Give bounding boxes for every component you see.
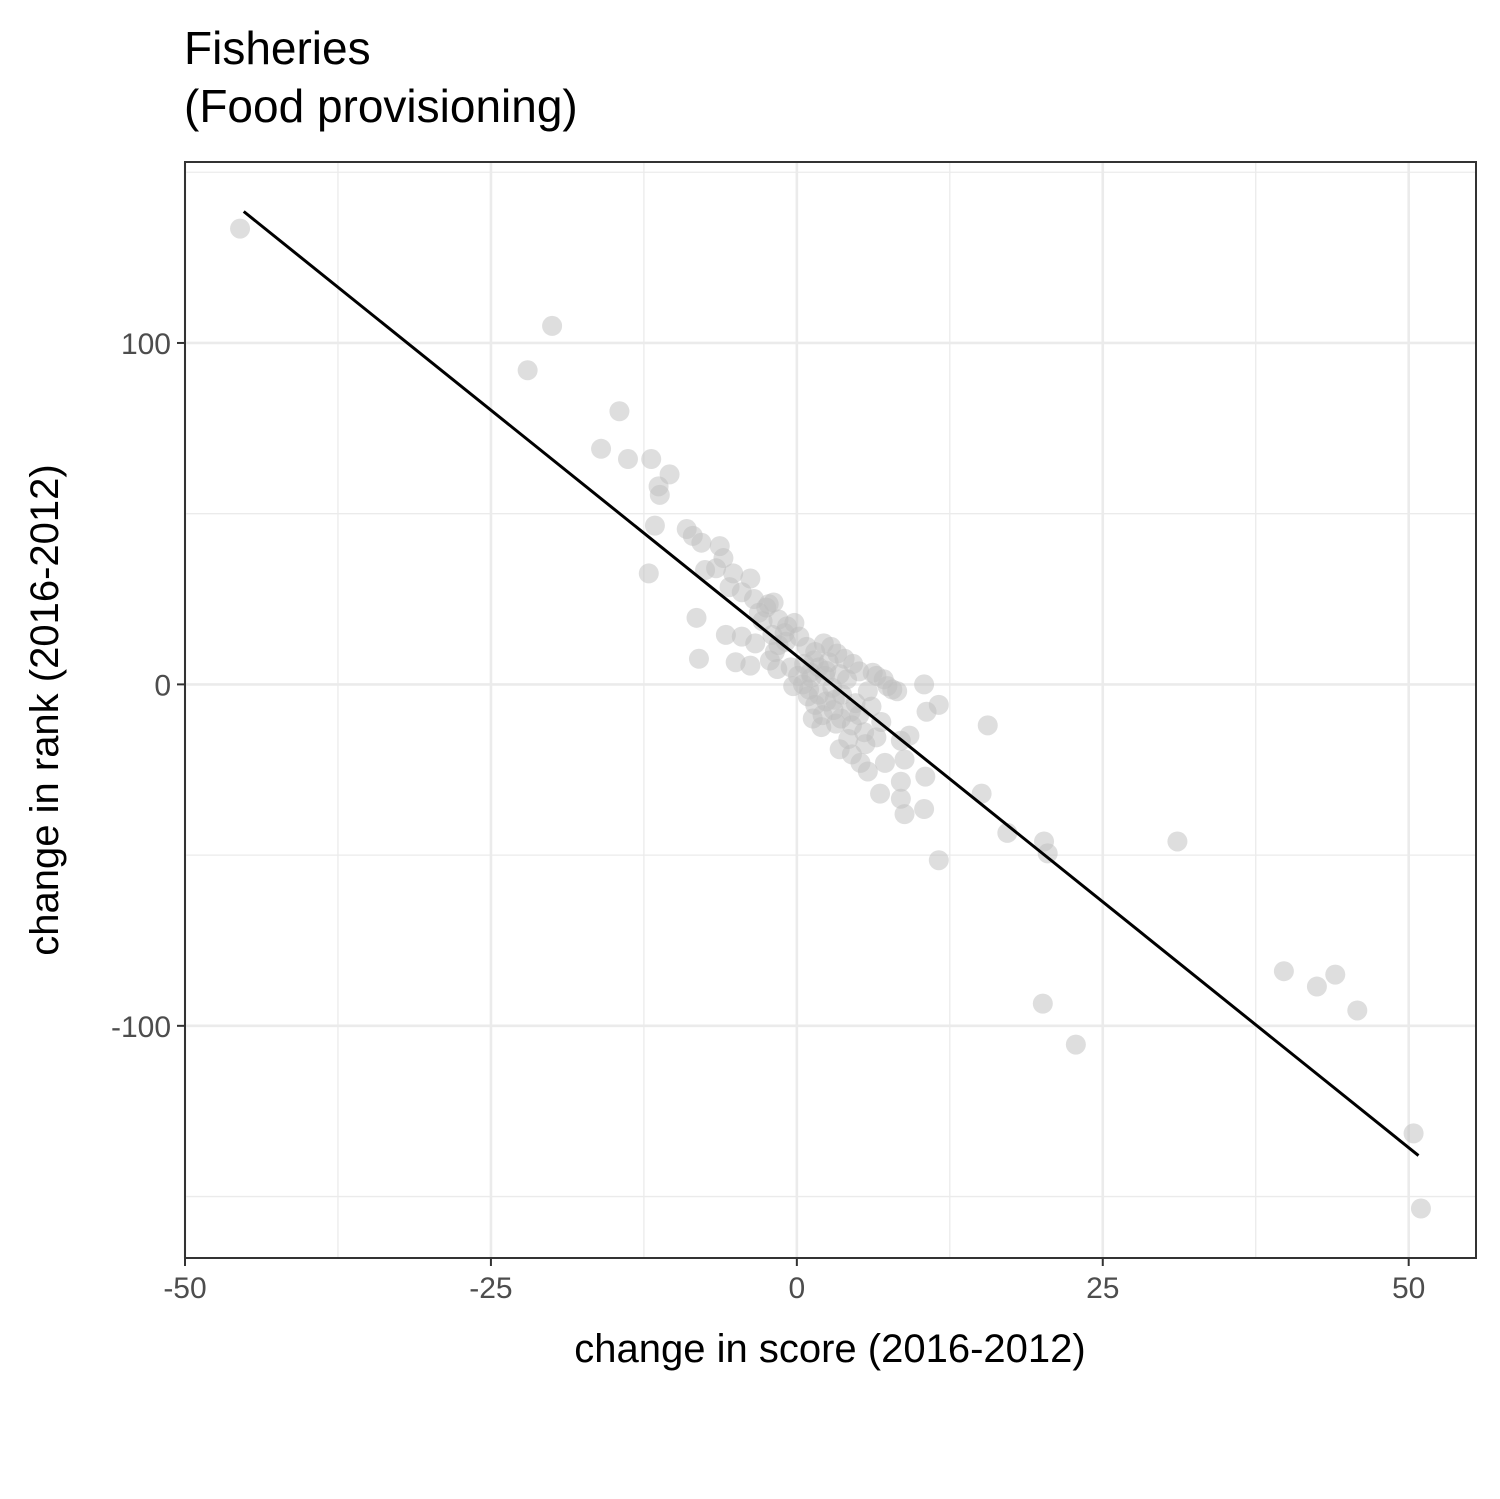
x-tick-label-2: 0 xyxy=(789,1272,806,1305)
data-point-94 xyxy=(1167,831,1188,852)
data-point-40 xyxy=(688,648,709,669)
data-point-6 xyxy=(641,449,662,470)
data-point-3 xyxy=(609,401,630,422)
data-point-93 xyxy=(1037,843,1058,864)
data-point-84 xyxy=(915,766,936,787)
data-point-58 xyxy=(887,681,908,702)
data-point-90 xyxy=(977,715,998,736)
data-point-80 xyxy=(890,771,911,792)
scatter-points xyxy=(230,218,1431,1219)
x-tick-label-0: -50 xyxy=(163,1272,206,1305)
data-point-100 xyxy=(1347,1000,1368,1021)
y-tick-label-2: 100 xyxy=(121,328,171,361)
data-point-73 xyxy=(857,761,878,782)
y-axis-title: change in rank (2016-2012) xyxy=(23,464,67,955)
data-point-108 xyxy=(837,669,858,690)
trend-line xyxy=(242,210,1420,1157)
data-point-8 xyxy=(649,484,670,505)
data-point-37 xyxy=(745,633,766,654)
data-point-98 xyxy=(1306,976,1327,997)
trend-line-group xyxy=(242,210,1420,1157)
x-tick-label-4: 50 xyxy=(1392,1272,1425,1305)
data-point-87 xyxy=(928,694,949,715)
x-axis-title: change in score (2016-2012) xyxy=(574,1327,1085,1371)
x-tick-label-1: -25 xyxy=(469,1272,512,1305)
data-point-76 xyxy=(870,783,891,804)
data-point-75 xyxy=(874,752,895,773)
data-point-11 xyxy=(638,563,659,584)
data-point-32 xyxy=(686,607,707,628)
data-point-131 xyxy=(775,631,796,652)
data-point-129 xyxy=(802,708,823,729)
data-point-125 xyxy=(800,662,821,683)
data-point-121 xyxy=(797,686,818,707)
data-point-127 xyxy=(824,689,845,710)
data-point-102 xyxy=(1410,1198,1431,1219)
data-point-14 xyxy=(691,532,712,553)
data-point-9 xyxy=(659,464,680,485)
x-axis: -50 -25 0 25 50 xyxy=(163,1258,1425,1305)
data-point-96 xyxy=(1065,1034,1086,1055)
data-point-4 xyxy=(591,438,612,459)
data-point-5 xyxy=(617,449,638,470)
chart-title-line-1: Fisheries xyxy=(184,22,371,74)
data-point-1 xyxy=(517,360,538,381)
data-point-38 xyxy=(715,624,736,645)
data-point-18 xyxy=(695,560,716,581)
data-point-120 xyxy=(783,676,804,697)
chart-title: Fisheries (Food provisioning) xyxy=(184,22,578,132)
data-point-2 xyxy=(542,315,563,336)
data-point-81 xyxy=(890,788,911,809)
plot-panel-border xyxy=(184,161,1477,1259)
data-point-78 xyxy=(894,749,915,770)
data-point-101 xyxy=(1403,1123,1424,1144)
data-point-26 xyxy=(763,592,784,613)
chart-title-line-2: (Food provisioning) xyxy=(184,80,578,132)
data-point-85 xyxy=(914,674,935,695)
data-point-95 xyxy=(1032,993,1053,1014)
data-point-122 xyxy=(840,701,861,722)
data-point-88 xyxy=(928,850,949,871)
data-point-99 xyxy=(1325,964,1346,985)
data-point-117 xyxy=(857,681,878,702)
y-tick-label-1: 0 xyxy=(154,669,171,702)
data-point-10 xyxy=(644,515,665,536)
data-point-42 xyxy=(740,655,761,676)
data-point-126 xyxy=(818,652,839,673)
data-point-82 xyxy=(894,804,915,825)
data-point-123 xyxy=(855,734,876,755)
data-point-0 xyxy=(230,218,251,239)
y-tick-label-0: -100 xyxy=(111,1011,171,1044)
x-tick-label-3: 25 xyxy=(1086,1272,1119,1305)
y-axis: -100 0 100 xyxy=(111,328,185,1044)
data-point-97 xyxy=(1273,961,1294,982)
data-point-83 xyxy=(914,799,935,820)
